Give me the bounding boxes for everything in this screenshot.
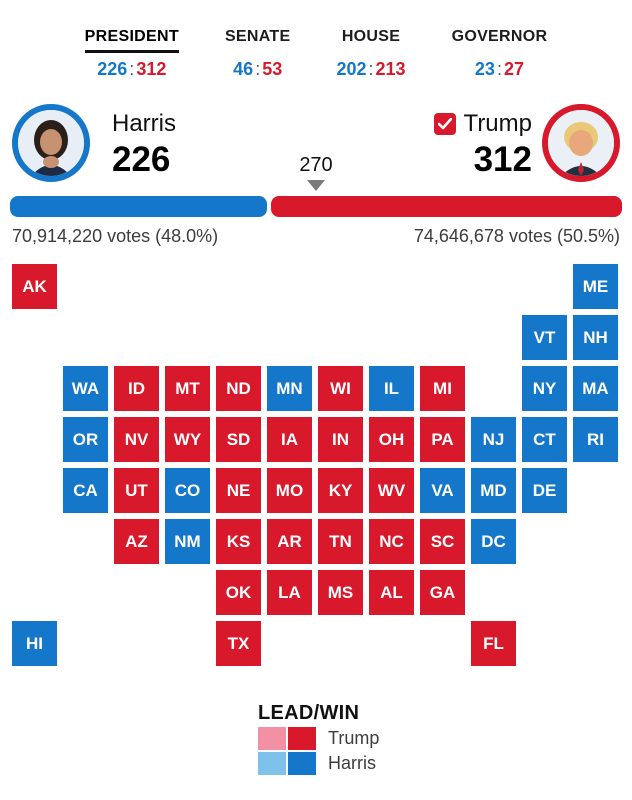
state-tile-nm[interactable]: NM <box>165 519 210 564</box>
state-tile-ri[interactable]: RI <box>573 417 618 462</box>
state-tile-ks[interactable]: KS <box>216 519 261 564</box>
state-tile-mt[interactable]: MT <box>165 366 210 411</box>
state-tile-ar[interactable]: AR <box>267 519 312 564</box>
trump-popular-vote: 74,646,678 votes (50.5%) <box>413 226 620 246</box>
state-tile-wi[interactable]: WI <box>318 366 363 411</box>
state-tile-ma[interactable]: MA <box>573 366 618 411</box>
state-tile-fl[interactable]: FL <box>471 621 516 666</box>
state-tile-sd[interactable]: SD <box>216 417 261 462</box>
race-tabs: PRESIDENT 226:312 SENATE 46:53 HOUSE 202… <box>0 28 632 80</box>
threshold-marker: 270 <box>0 154 632 191</box>
state-tile-nc[interactable]: NC <box>369 519 414 564</box>
harris-summary: Harris 226 <box>112 110 176 180</box>
state-tile-nd[interactable]: ND <box>216 366 261 411</box>
state-tile-oh[interactable]: OH <box>369 417 414 462</box>
state-tile-mn[interactable]: MN <box>267 366 312 411</box>
state-tile-ia[interactable]: IA <box>267 417 312 462</box>
state-tile-wy[interactable]: WY <box>165 417 210 462</box>
trump-lead-swatch <box>258 727 286 750</box>
state-tile-hi[interactable]: HI <box>12 621 57 666</box>
harris-win-swatch <box>288 752 316 775</box>
tab-senate-score: 46:53 <box>233 59 283 79</box>
map-legend: LEAD/WIN Trump Harris <box>258 702 379 775</box>
state-tile-ut[interactable]: UT <box>114 468 159 513</box>
state-tile-sc[interactable]: SC <box>420 519 465 564</box>
trump-electoral-votes: 312 <box>473 140 532 179</box>
harris-avatar <box>12 104 90 182</box>
state-tile-co[interactable]: CO <box>165 468 210 513</box>
legend-title: LEAD/WIN <box>258 702 360 724</box>
state-tile-wv[interactable]: WV <box>369 468 414 513</box>
harris-lead-swatch <box>258 752 286 775</box>
trump-summary: Trump 312 <box>433 110 532 180</box>
state-tile-pa[interactable]: PA <box>420 417 465 462</box>
state-tile-mo[interactable]: MO <box>267 468 312 513</box>
state-tile-wa[interactable]: WA <box>63 366 108 411</box>
harris-popular-vote: 70,914,220 votes (48.0%) <box>12 226 219 246</box>
state-tile-ak[interactable]: AK <box>12 264 57 309</box>
state-tile-va[interactable]: VA <box>420 468 465 513</box>
winner-check-icon <box>433 113 456 135</box>
tab-house[interactable]: HOUSE 202:213 <box>336 28 405 80</box>
state-tile-ga[interactable]: GA <box>420 570 465 615</box>
state-tile-nj[interactable]: NJ <box>471 417 516 462</box>
candidates-header: Harris 226 270 Trump 312 <box>0 102 632 191</box>
state-tile-or[interactable]: OR <box>63 417 108 462</box>
legend-row-trump: Trump <box>258 727 379 750</box>
tab-governor-score: 23:27 <box>474 59 524 79</box>
state-tile-az[interactable]: AZ <box>114 519 159 564</box>
state-tile-tx[interactable]: TX <box>216 621 261 666</box>
tab-house-label: HOUSE <box>341 28 401 45</box>
state-tile-tn[interactable]: TN <box>318 519 363 564</box>
tab-senate[interactable]: SENATE 46:53 <box>225 28 291 80</box>
state-tile-ca[interactable]: CA <box>63 468 108 513</box>
state-tile-al[interactable]: AL <box>369 570 414 615</box>
harris-name: Harris <box>112 110 176 137</box>
tab-governor-label: GOVERNOR <box>451 28 548 45</box>
state-tile-nh[interactable]: NH <box>573 315 618 360</box>
trump-win-swatch <box>288 727 316 750</box>
state-tile-me[interactable]: ME <box>573 264 618 309</box>
state-tile-dc[interactable]: DC <box>471 519 516 564</box>
state-tile-in[interactable]: IN <box>318 417 363 462</box>
state-tile-la[interactable]: LA <box>267 570 312 615</box>
legend-label-trump: Trump <box>328 728 380 748</box>
state-tile-ok[interactable]: OK <box>216 570 261 615</box>
threshold-arrow-icon <box>307 180 325 191</box>
state-tile-de[interactable]: DE <box>522 468 567 513</box>
state-tile-mi[interactable]: MI <box>420 366 465 411</box>
legend-row-harris: Harris <box>258 752 379 775</box>
state-tile-id[interactable]: ID <box>114 366 159 411</box>
tab-senate-label: SENATE <box>224 28 291 45</box>
electoral-progress-bar <box>10 196 622 217</box>
state-tile-ms[interactable]: MS <box>318 570 363 615</box>
trump-avatar <box>542 104 620 182</box>
harris-electoral-votes: 226 <box>112 140 171 179</box>
tab-president[interactable]: PRESIDENT 226:312 <box>84 28 179 80</box>
state-tile-ny[interactable]: NY <box>522 366 567 411</box>
state-tile-md[interactable]: MD <box>471 468 516 513</box>
state-tile-ct[interactable]: CT <box>522 417 567 462</box>
tab-governor[interactable]: GOVERNOR 23:27 <box>452 28 548 80</box>
state-tile-vt[interactable]: VT <box>522 315 567 360</box>
legend-label-harris: Harris <box>328 753 376 773</box>
state-tile-nv[interactable]: NV <box>114 417 159 462</box>
tab-president-label: PRESIDENT <box>84 28 179 53</box>
state-tile-il[interactable]: IL <box>369 366 414 411</box>
popular-vote-row: 70,914,220 votes (48.0%) 74,646,678 vote… <box>12 226 620 247</box>
tab-president-score: 226:312 <box>97 59 167 79</box>
trump-bar-segment <box>271 196 622 217</box>
state-tile-ky[interactable]: KY <box>318 468 363 513</box>
harris-bar-segment <box>10 196 268 217</box>
tab-house-score: 202:213 <box>336 59 406 79</box>
trump-name: Trump <box>463 110 532 137</box>
threshold-value: 270 <box>299 154 333 176</box>
state-tile-ne[interactable]: NE <box>216 468 261 513</box>
